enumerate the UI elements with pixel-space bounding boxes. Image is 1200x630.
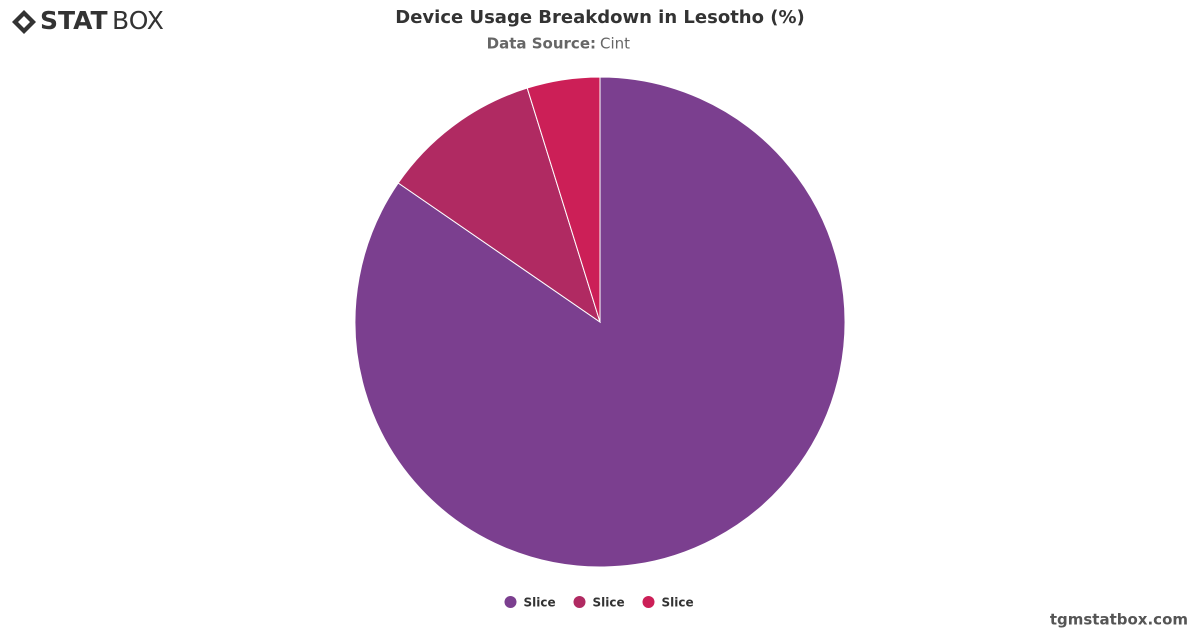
logo-text: BOX bbox=[112, 6, 164, 35]
legend-label: Slice bbox=[524, 596, 556, 610]
logo-text: STAT bbox=[40, 6, 108, 35]
legend-marker bbox=[573, 596, 586, 608]
legend-label: Slice bbox=[662, 596, 694, 610]
subtitle-value: Cint bbox=[600, 35, 630, 53]
subtitle-label: Data Source: bbox=[487, 35, 596, 53]
logo: STAT BOX bbox=[12, 6, 164, 35]
logo-icon bbox=[12, 10, 36, 34]
legend-marker bbox=[642, 596, 655, 608]
watermark: tgmstatbox.com bbox=[1050, 611, 1188, 629]
pie-slice bbox=[526, 76, 601, 323]
legend-marker bbox=[504, 596, 517, 608]
pie-slice bbox=[397, 87, 601, 324]
chart-title: Device Usage Breakdown in Lesotho (%) bbox=[395, 7, 804, 28]
legend-label: Slice bbox=[593, 596, 625, 610]
